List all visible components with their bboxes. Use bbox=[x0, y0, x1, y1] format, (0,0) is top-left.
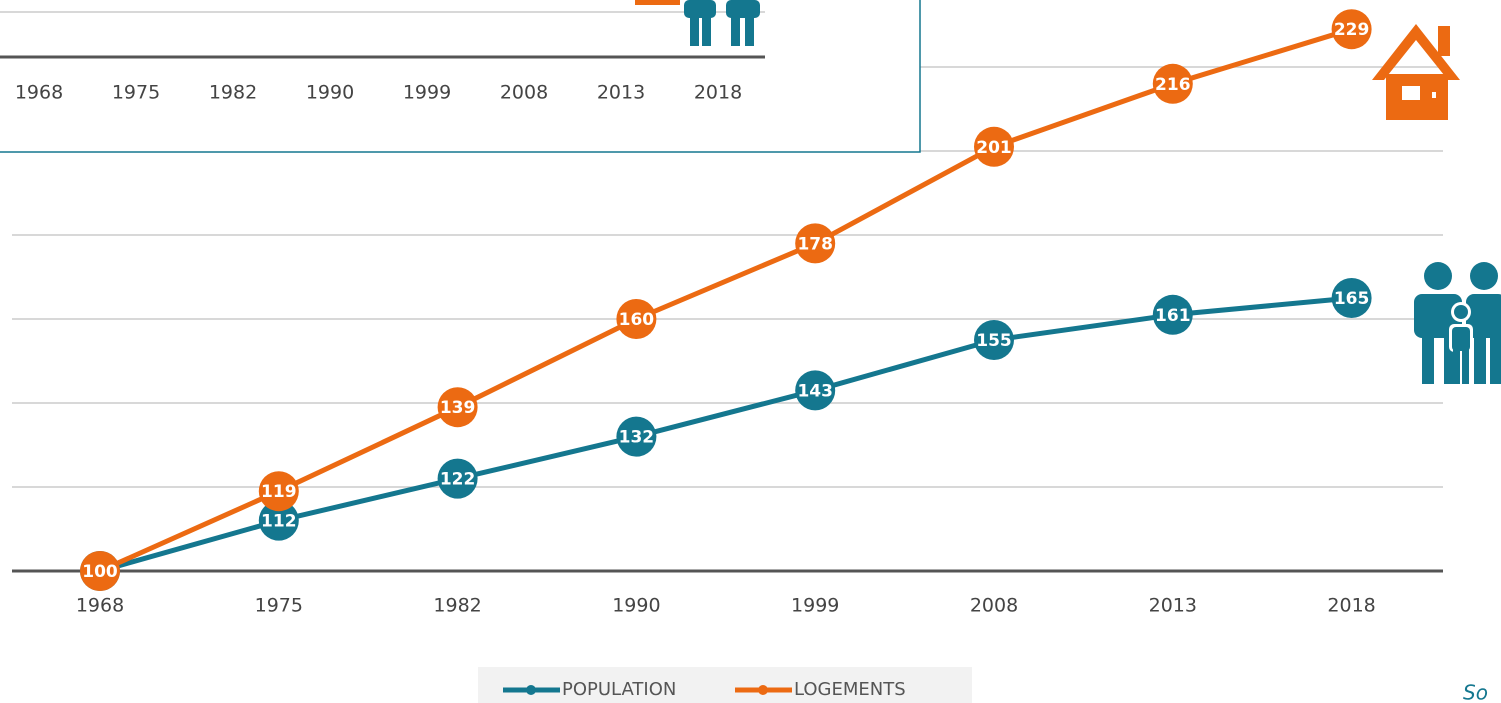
data-point bbox=[258, 500, 299, 541]
people-icon bbox=[1414, 262, 1501, 384]
data-point bbox=[795, 223, 836, 264]
inset-tick-label: 2013 bbox=[597, 82, 645, 104]
data-point bbox=[974, 320, 1014, 360]
legend-box bbox=[478, 667, 972, 703]
data-point bbox=[616, 299, 657, 339]
x-tick-label: 2008 bbox=[970, 595, 1018, 617]
data-label: 122 bbox=[440, 470, 476, 490]
data-point bbox=[795, 370, 836, 411]
data-point bbox=[437, 458, 478, 499]
data-label: 155 bbox=[976, 331, 1012, 351]
inset-people-icon bbox=[684, 0, 760, 46]
data-label: 143 bbox=[797, 381, 833, 401]
legend-label: POPULATION bbox=[562, 679, 676, 700]
data-label: 216 bbox=[1155, 75, 1191, 95]
inset-tick-label: 1975 bbox=[112, 82, 160, 104]
data-point bbox=[616, 416, 657, 457]
data-label: 119 bbox=[261, 482, 297, 502]
inset-tick-label: 2008 bbox=[500, 82, 548, 104]
source-text: So bbox=[1463, 681, 1488, 703]
data-label: 229 bbox=[1334, 20, 1370, 40]
inset-line-tip bbox=[635, 0, 680, 5]
series-line bbox=[99, 295, 1352, 574]
data-label: 161 bbox=[1155, 306, 1191, 326]
data-point bbox=[437, 387, 478, 428]
inset-tick-label: 1968 bbox=[15, 82, 63, 104]
x-tick-label: 1968 bbox=[76, 595, 124, 617]
x-tick-label: 1982 bbox=[433, 595, 481, 617]
data-label: 112 bbox=[261, 512, 297, 532]
x-tick-label: 1975 bbox=[255, 595, 303, 617]
data-point bbox=[1331, 278, 1372, 318]
data-point bbox=[1152, 294, 1193, 335]
data-point bbox=[1331, 9, 1372, 50]
inset-tick-label: 2018 bbox=[694, 82, 742, 104]
series-line bbox=[98, 26, 1353, 574]
inset-frame bbox=[0, 0, 921, 153]
legend-dot bbox=[758, 685, 768, 695]
inset-tick-label: 1999 bbox=[403, 82, 451, 104]
inset-panel: 1968 1975 1982 1990 1999 2008 2013 2018 bbox=[0, 0, 921, 153]
data-label: 178 bbox=[797, 234, 833, 254]
legend-label: LOGEMENTS bbox=[794, 679, 906, 700]
data-point bbox=[258, 471, 299, 512]
x-tick-label: 1990 bbox=[612, 595, 660, 617]
data-label: 100 bbox=[82, 562, 118, 582]
x-tick-label: 2013 bbox=[1149, 595, 1197, 617]
inset-tick-label: 1990 bbox=[306, 82, 354, 104]
data-label: 165 bbox=[1334, 289, 1370, 309]
data-label: 132 bbox=[619, 428, 655, 448]
data-point bbox=[1152, 63, 1193, 104]
data-point bbox=[974, 126, 1014, 167]
data-label: 160 bbox=[619, 310, 655, 330]
data-label: 201 bbox=[976, 138, 1012, 158]
x-tick-label: 1999 bbox=[791, 595, 839, 617]
data-label: 139 bbox=[440, 398, 476, 418]
x-tick-label: 2018 bbox=[1327, 595, 1375, 617]
inset-tick-label: 1982 bbox=[209, 82, 257, 104]
house-icon bbox=[1372, 24, 1460, 120]
legend-dot bbox=[526, 685, 536, 695]
data-point bbox=[80, 551, 120, 591]
